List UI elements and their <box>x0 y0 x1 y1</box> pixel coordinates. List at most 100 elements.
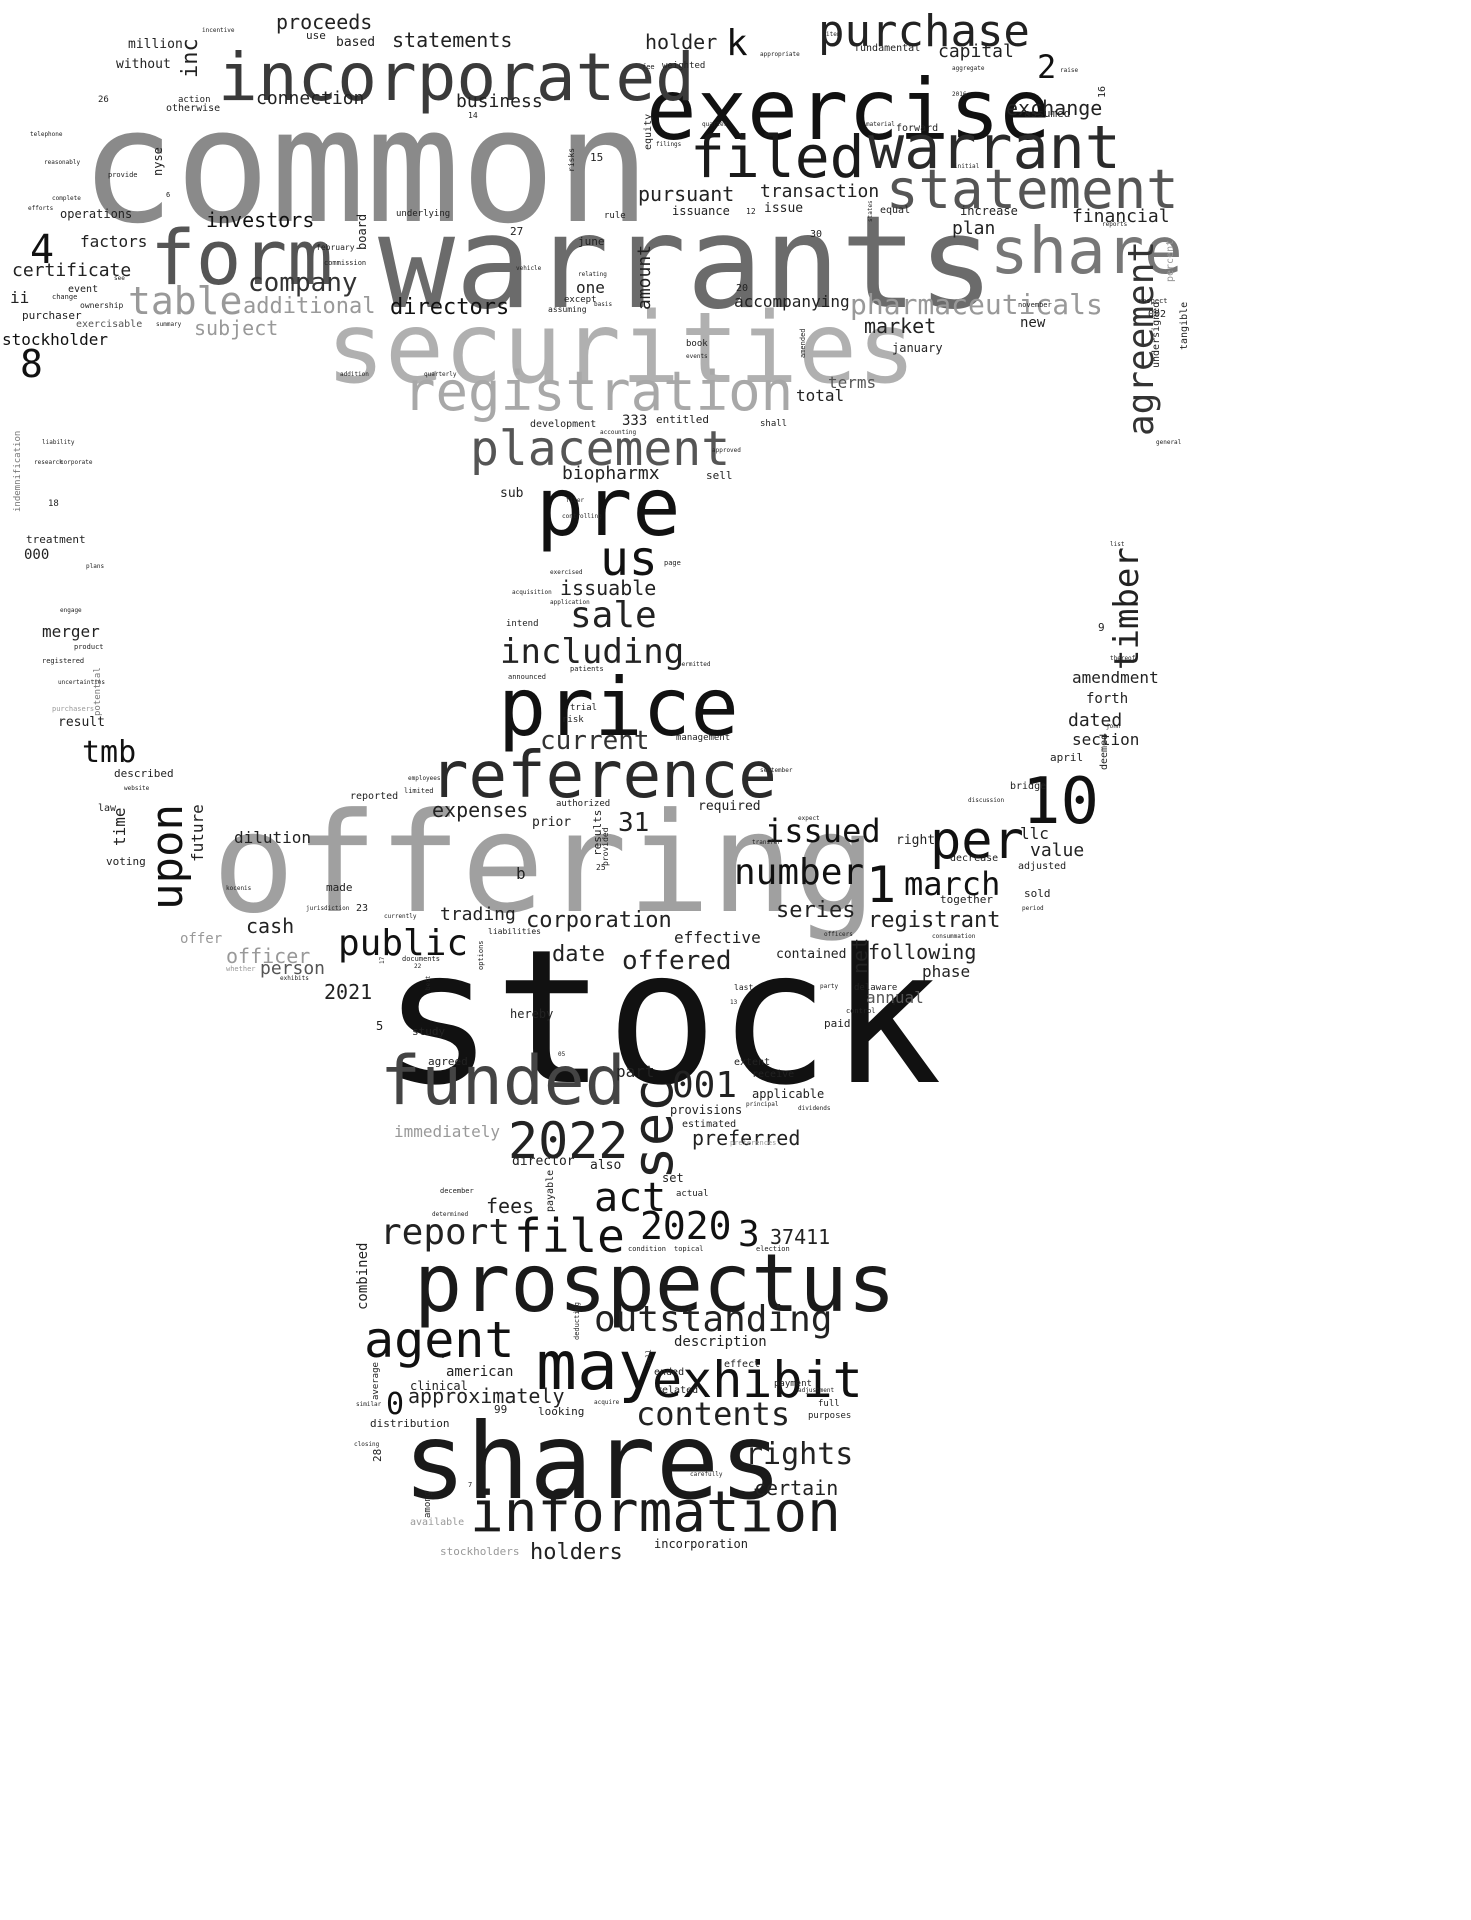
word-forward: forward <box>896 123 939 134</box>
word-january: january <box>892 341 943 355</box>
word-change: change <box>52 293 78 301</box>
word-amount: amount <box>634 244 655 310</box>
word-reference: reference <box>430 739 777 813</box>
word-weighted: weighted <box>662 61 706 71</box>
word-indemnification: indemnification <box>13 430 23 512</box>
word-0: 0 <box>386 1387 405 1422</box>
word-june: june <box>578 235 605 248</box>
word-financial: financial <box>1072 206 1170 227</box>
word-reasonably: reasonably <box>44 159 81 166</box>
word-tangible: tangible <box>1179 301 1190 350</box>
word-director: director <box>512 1154 575 1169</box>
word-product: product <box>74 643 104 651</box>
word-period: period <box>1022 905 1044 912</box>
word-value: value <box>1030 840 1085 861</box>
word-entitled: entitled <box>656 413 709 426</box>
word-may: may <box>536 1327 659 1406</box>
word-use: use <box>306 29 326 42</box>
word-f: f <box>892 999 897 1007</box>
word-merger: merger <box>42 622 100 641</box>
word-announced: announced <box>508 673 546 681</box>
word-9: 9 <box>1098 621 1105 634</box>
word-purchasers: purchasers <box>52 705 95 713</box>
word-statement: statement <box>886 158 1179 221</box>
word-company: company <box>248 268 358 298</box>
word-holder: holder <box>645 30 718 54</box>
word-website: website <box>124 785 150 792</box>
word-27: 27 <box>510 225 524 238</box>
word-increase: increase <box>960 204 1018 218</box>
word-well: well <box>645 1349 653 1366</box>
word-board: board <box>355 213 369 250</box>
word-million: million <box>128 37 183 52</box>
word-engage: engage <box>60 607 82 614</box>
word-incorporation: incorporation <box>654 1537 748 1551</box>
word-raise: raise <box>1060 67 1079 74</box>
word-amended: amended <box>799 328 807 358</box>
word-stockholders: stockholders <box>440 1545 520 1558</box>
word-report: report <box>380 1212 511 1253</box>
word-fee: fee <box>642 63 655 71</box>
word-phase: phase <box>922 962 971 981</box>
word-warrant: warrant <box>868 113 1121 183</box>
word-factors: factors <box>80 232 148 251</box>
word-share: share <box>990 215 1183 289</box>
word-002: 002 <box>1148 309 1167 320</box>
word-expect: expect <box>798 815 820 822</box>
word-corporate: corporate <box>60 459 93 466</box>
word-provided: provided <box>601 827 610 866</box>
word-expenses: expenses <box>432 798 529 822</box>
word-28: 28 <box>371 1448 384 1462</box>
word-described: described <box>114 767 174 780</box>
word-march: march <box>904 865 1001 903</box>
word-llc: llc <box>1020 824 1049 843</box>
word-plans: plans <box>86 563 105 570</box>
word-adjustment: adjustment <box>798 1387 835 1394</box>
word-dilution: dilution <box>234 828 312 847</box>
word-carefully: carefully <box>690 1471 723 1478</box>
word-clinical: clinical <box>410 1379 468 1393</box>
word-14: 14 <box>468 111 478 120</box>
word-telephone: telephone <box>30 131 63 138</box>
word-last: last <box>734 983 754 992</box>
word-average: average <box>371 1362 381 1400</box>
word-election: election <box>756 1245 790 1253</box>
word-purchaser: purchaser <box>22 309 82 322</box>
word-30: 30 <box>810 229 823 240</box>
word-cash: cash <box>246 914 295 938</box>
word-application: application <box>550 599 590 606</box>
word-event: event <box>68 284 99 295</box>
word-333: 333 <box>622 413 648 429</box>
word-made: made <box>326 881 353 894</box>
word-documents: documents <box>402 955 440 963</box>
word-action: action <box>178 95 211 105</box>
word-nyse: nyse <box>151 147 165 176</box>
word-contents: contents <box>636 1395 791 1433</box>
word-act: act <box>594 1175 667 1221</box>
word-initial: initial <box>954 163 980 170</box>
word-among: among <box>423 1490 433 1518</box>
word-acquisition: acquisition <box>512 589 552 596</box>
word-prospectus: prospectus <box>414 1237 896 1330</box>
word-jurisdiction: jurisdiction <box>306 905 350 912</box>
word-37411: 37411 <box>770 1225 831 1249</box>
word-number: number <box>734 852 865 893</box>
word-trial: trial <box>570 703 598 713</box>
word-hereby: hereby <box>510 1007 554 1021</box>
word-shares: shares <box>403 1401 783 1523</box>
word-part: part <box>616 1062 655 1081</box>
word-forth: forth <box>1086 691 1129 707</box>
word-assumed: assumed <box>1024 107 1071 120</box>
word-001: 001 <box>672 1065 738 1106</box>
word-issuance: issuance <box>672 204 730 218</box>
word-equity: equity <box>643 113 654 150</box>
word-decrease: decrease <box>950 853 999 864</box>
word-offering: offering <box>212 783 877 944</box>
word-one: one <box>576 278 605 297</box>
word-extent: extent <box>734 1057 771 1068</box>
word-statements: statements <box>392 28 513 52</box>
word-filed: filed <box>690 123 865 191</box>
word-american: american <box>446 1364 514 1380</box>
word-effective: effective <box>674 928 761 947</box>
